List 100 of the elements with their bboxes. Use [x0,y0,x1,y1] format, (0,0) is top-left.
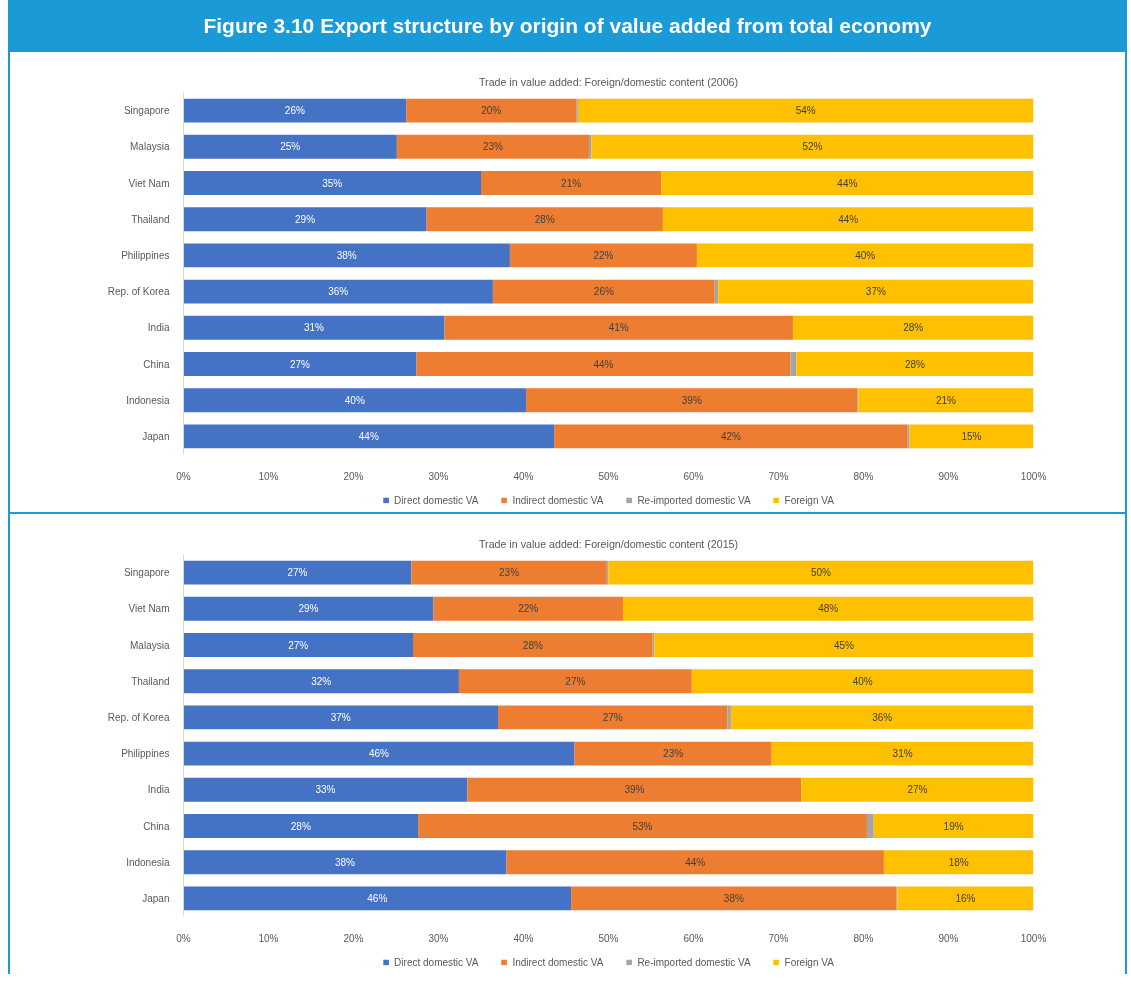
legend-label: Direct domestic VA [394,494,479,506]
data-label: 42% [720,430,742,442]
bar [183,850,507,875]
bar [444,315,793,340]
bar [183,424,555,449]
bar [411,560,607,585]
data-label: 21% [561,177,582,189]
data-label: 25% [280,141,301,153]
data-label: 31% [303,322,325,334]
bar [509,243,697,268]
bar [183,596,434,621]
x-tick-label: 40% [513,470,534,482]
bar [730,705,1034,730]
bar [183,98,407,123]
bar [183,352,417,376]
bar [554,424,908,449]
data-label: 48% [818,603,839,615]
data-label: 44% [837,177,858,189]
data-label: 38% [334,856,356,868]
bar [790,352,797,376]
bar [416,352,791,376]
bar [458,669,692,694]
x-tick-label: 70% [768,470,789,482]
bar [498,705,728,730]
x-tick-label: 20% [343,932,364,944]
bar [183,886,572,911]
bar [406,98,577,123]
x-tick-label: 0% [176,932,191,944]
bar [183,388,527,413]
data-label: 22% [593,249,614,261]
y-tick-label: Singapore [123,567,170,579]
bar [608,560,1034,585]
data-label: 33% [315,784,336,796]
y-tick-label: Singapore [123,105,170,117]
data-label: 27% [907,784,928,796]
bar [792,315,1034,340]
data-label: 23% [499,567,520,579]
data-label: 27% [289,358,311,370]
bar [883,850,1034,875]
y-tick-label: Indonesia [126,394,170,406]
bar [183,243,510,268]
bar [467,777,802,802]
bar [909,424,1034,449]
data-label: 40% [344,394,365,406]
bar [897,886,1034,911]
bar [183,279,493,304]
bar [183,669,459,694]
y-tick-label: Viet Nam [128,177,170,189]
data-label: 37% [330,711,351,723]
data-label: 21% [935,394,957,406]
legend-label: Re-imported domestic VA [637,494,751,506]
data-label: 27% [602,711,623,723]
x-tick-label: 100% [1020,470,1047,482]
bar [183,560,412,585]
bar [801,777,1034,802]
legend-label: Re-imported domestic VA [637,956,751,968]
x-tick-label: 80% [853,932,874,944]
data-label: 23% [663,748,684,760]
data-label: 18% [948,856,969,868]
data-label: 40% [855,249,876,261]
legend-label: Foreign VA [784,494,834,506]
y-tick-label: China [143,358,170,370]
data-label: 44% [593,358,614,370]
bar [183,814,419,838]
bar [418,814,867,838]
x-tick-label: 0% [176,470,191,482]
bar [183,705,498,730]
bar [662,207,1034,232]
data-label: 46% [367,892,388,904]
bar [873,814,1034,838]
bar [433,596,623,621]
bar [661,171,1034,195]
bar [183,315,445,340]
data-label: 52% [802,141,823,153]
bar [183,741,575,766]
bar [481,171,662,195]
data-label: 15% [961,430,982,442]
x-tick-label: 60% [683,470,704,482]
bar [396,134,589,159]
x-tick-label: 10% [258,932,279,944]
data-label: 53% [632,820,653,832]
y-tick-label: Philippines [121,249,170,261]
chart-title: Figure 3.10 Export structure by origin of value added from total economy [203,13,932,39]
bar [571,886,897,911]
x-tick-label: 20% [343,470,364,482]
y-tick-label: Japan [142,892,170,904]
bar [577,98,1034,123]
x-tick-label: 30% [428,470,449,482]
data-label: 26% [284,105,305,117]
bar [413,633,653,657]
data-label: 19% [943,820,964,832]
bar [183,134,397,159]
data-label: 29% [295,213,316,225]
data-label: 20% [481,105,502,117]
data-label: 54% [795,105,816,117]
x-tick-label: 100% [1020,932,1047,944]
y-tick-label: Thailand [131,213,170,225]
data-label: 27% [288,639,309,651]
data-label: 44% [358,430,379,442]
x-tick-label: 10% [258,470,279,482]
